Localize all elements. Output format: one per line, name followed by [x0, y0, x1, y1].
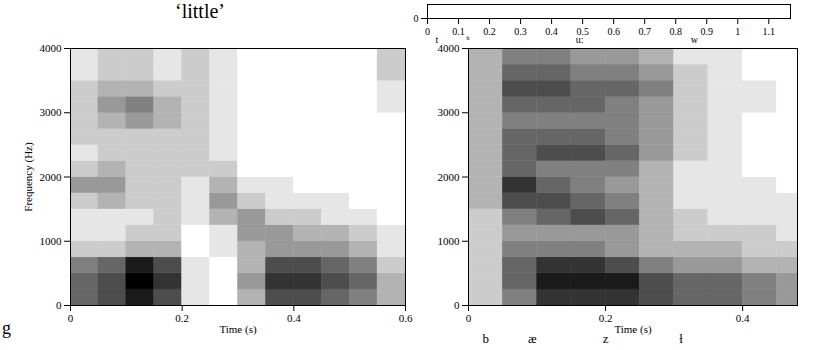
svg-text:0.9: 0.9	[700, 26, 713, 37]
svg-text:0.2: 0.2	[599, 312, 613, 324]
svg-text:b: b	[482, 331, 489, 346]
svg-text:æ: æ	[528, 331, 537, 346]
svg-text:1.1: 1.1	[763, 26, 776, 37]
svg-text:0.6: 0.6	[607, 26, 620, 37]
svg-text:3000: 3000	[40, 106, 63, 118]
svg-text:4000: 4000	[40, 42, 63, 54]
svg-text:0: 0	[454, 299, 460, 311]
svg-text:0.5: 0.5	[576, 25, 589, 37]
svg-text:1000: 1000	[438, 235, 461, 247]
svg-text:0.4: 0.4	[736, 312, 750, 324]
svg-text:3000: 3000	[438, 106, 461, 118]
svg-text:4000: 4000	[438, 42, 461, 54]
svg-text:ɫ: ɫ	[679, 331, 683, 346]
svg-text:0: 0	[425, 26, 430, 37]
svg-text:u:: u:	[576, 34, 584, 45]
svg-text:0.3: 0.3	[514, 26, 527, 37]
svg-text:0: 0	[56, 299, 62, 311]
svg-text:0.8: 0.8	[669, 26, 682, 37]
html-text:‘little’: ‘little’	[175, 0, 225, 22]
svg-text:0: 0	[466, 312, 472, 324]
html-text:g: g	[2, 318, 11, 338]
svg-text:0.6: 0.6	[399, 312, 413, 324]
svg-text:ʰ: ʰ	[466, 34, 470, 45]
svg-text:w: w	[691, 34, 699, 45]
svg-text:0.4: 0.4	[545, 26, 558, 37]
svg-text:Frequency (Hz): Frequency (Hz)	[22, 142, 35, 212]
svg-text:2000: 2000	[40, 171, 63, 183]
svg-text:Time (s): Time (s)	[614, 323, 652, 336]
svg-text:1: 1	[735, 26, 740, 37]
svg-text:0.7: 0.7	[638, 26, 651, 37]
svg-text:t: t	[435, 34, 438, 45]
svg-text:0.2: 0.2	[175, 312, 189, 324]
svg-text:2000: 2000	[438, 171, 461, 183]
svg-text:Time (s): Time (s)	[219, 323, 257, 336]
svg-text:0: 0	[68, 312, 74, 324]
svg-text:0.4: 0.4	[287, 312, 301, 324]
svg-text:z: z	[603, 331, 609, 346]
svg-text:1000: 1000	[40, 235, 63, 247]
svg-text:0.2: 0.2	[483, 26, 496, 37]
svg-text:0.1: 0.1	[452, 26, 465, 37]
svg-text:0: 0	[414, 13, 419, 24]
